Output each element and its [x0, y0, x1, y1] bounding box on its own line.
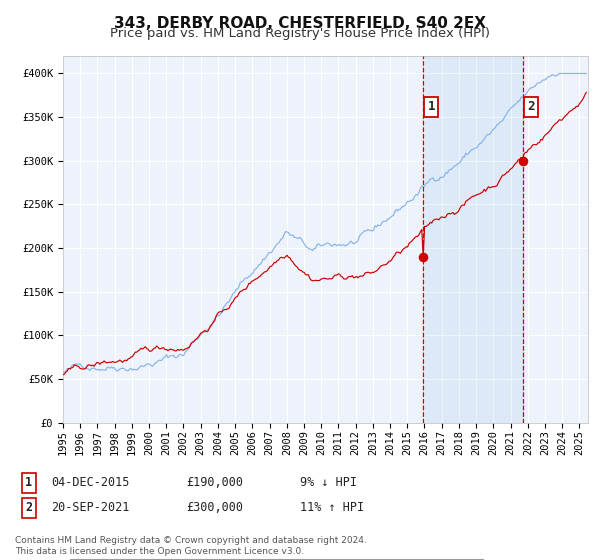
Text: 11% ↑ HPI: 11% ↑ HPI [300, 501, 364, 515]
Bar [423, 56, 523, 423]
Point [418, 253, 428, 262]
Text: Price paid vs. HM Land Registry's House Price Index (HPI): Price paid vs. HM Land Registry's House … [110, 27, 490, 40]
Text: Contains HM Land Registry data © Crown copyright and database right 2024.
This d: Contains HM Land Registry data © Crown c… [15, 536, 367, 556]
Text: 2: 2 [527, 100, 535, 113]
Text: 343, DERBY ROAD, CHESTERFIELD, S40 2EX: 343, DERBY ROAD, CHESTERFIELD, S40 2EX [114, 16, 486, 31]
Legend: 343, DERBY ROAD, CHESTERFIELD, S40 2EX (detached house), HPI: Average price, det: 343, DERBY ROAD, CHESTERFIELD, S40 2EX (… [68, 559, 484, 560]
Text: 04-DEC-2015: 04-DEC-2015 [51, 476, 130, 489]
Text: 2: 2 [25, 501, 32, 515]
Text: £190,000: £190,000 [186, 476, 243, 489]
Text: 1: 1 [25, 476, 32, 489]
Text: 9% ↓ HPI: 9% ↓ HPI [300, 476, 357, 489]
Text: 1: 1 [427, 100, 435, 113]
Text: 20-SEP-2021: 20-SEP-2021 [51, 501, 130, 515]
Point [518, 156, 528, 165]
Text: £300,000: £300,000 [186, 501, 243, 515]
